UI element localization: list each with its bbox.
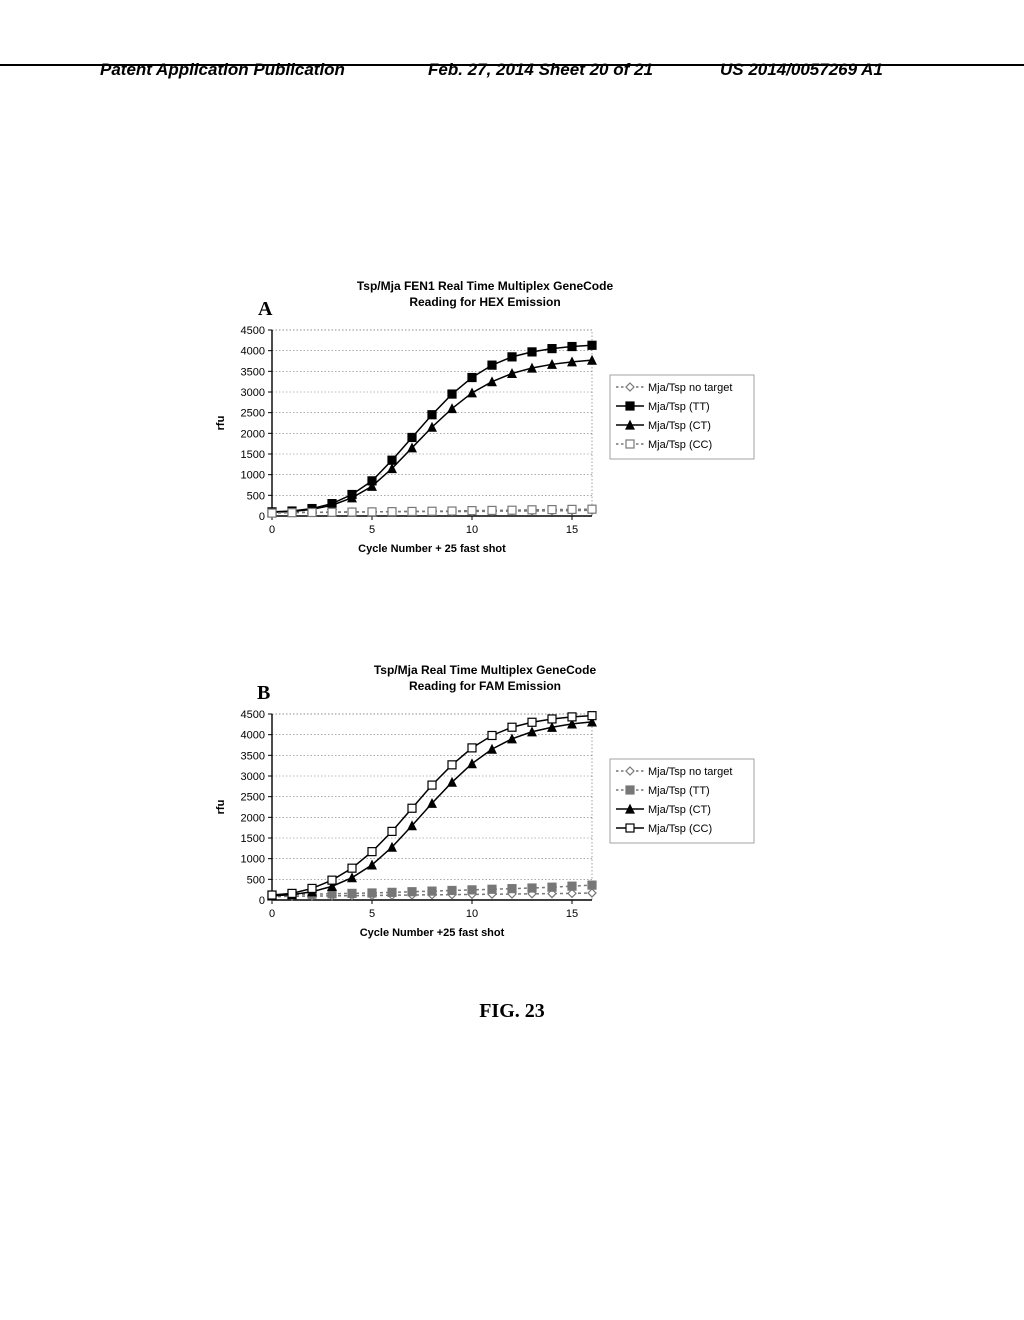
header-left: Patent Application Publication [100, 60, 345, 80]
panel-a-title: Tsp/Mja FEN1 Real Time Multiplex GeneCod… [320, 279, 650, 310]
svg-text:Mja/Tsp (CC): Mja/Tsp (CC) [648, 823, 712, 835]
svg-text:4000: 4000 [241, 730, 265, 742]
header-mid: Feb. 27, 2014 Sheet 20 of 21 [428, 60, 653, 80]
panel-b-label: B [257, 682, 270, 705]
svg-text:1500: 1500 [241, 449, 265, 461]
svg-text:4000: 4000 [241, 346, 265, 358]
svg-text:15: 15 [566, 908, 578, 920]
svg-text:2000: 2000 [241, 428, 265, 440]
panel-b-title: Tsp/Mja Real Time Multiplex GeneCodeRead… [320, 663, 650, 694]
svg-text:1500: 1500 [241, 833, 265, 845]
svg-text:1000: 1000 [241, 854, 265, 866]
svg-text:Mja/Tsp (CT): Mja/Tsp (CT) [648, 804, 711, 816]
svg-text:rfu: rfu [215, 800, 227, 815]
svg-text:10: 10 [466, 524, 478, 536]
page-header: Patent Application Publication Feb. 27, … [0, 60, 1024, 66]
svg-text:Mja/Tsp (CT): Mja/Tsp (CT) [648, 420, 711, 432]
svg-text:0: 0 [269, 524, 275, 536]
svg-text:2000: 2000 [241, 812, 265, 824]
svg-text:Mja/Tsp no target: Mja/Tsp no target [648, 382, 732, 394]
svg-text:3500: 3500 [241, 750, 265, 762]
svg-text:500: 500 [247, 874, 265, 886]
svg-text:10: 10 [466, 908, 478, 920]
svg-text:rfu: rfu [215, 416, 227, 431]
figure-caption: FIG. 23 [0, 1000, 1024, 1023]
svg-text:5: 5 [369, 524, 375, 536]
panel-a-chart: 0 500 1000 1500 2000 2500 3000 3500 4000 4500 0 5 10… [210, 322, 770, 587]
svg-text:3500: 3500 [241, 366, 265, 378]
svg-text:1000: 1000 [241, 470, 265, 482]
svg-text:15: 15 [566, 524, 578, 536]
panel-b-chart: 0 500 1000 1500 2000 2500 3000 3500 4000 4500 0 5 10… [210, 706, 770, 971]
svg-text:4500: 4500 [241, 709, 265, 721]
svg-text:3000: 3000 [241, 771, 265, 783]
svg-text:3000: 3000 [241, 387, 265, 399]
svg-text:Mja/Tsp (TT): Mja/Tsp (TT) [648, 785, 710, 797]
svg-text:Cycle Number + 25 fast shot: Cycle Number + 25 fast shot [358, 543, 506, 555]
svg-text:2500: 2500 [241, 408, 265, 420]
svg-text:Cycle Number +25 fast shot: Cycle Number +25 fast shot [360, 927, 505, 939]
svg-text:Mja/Tsp (TT): Mja/Tsp (TT) [648, 401, 710, 413]
svg-text:4500: 4500 [241, 325, 265, 337]
svg-text:0: 0 [259, 895, 265, 907]
svg-text:500: 500 [247, 490, 265, 502]
header-right: US 2014/0057269 A1 [720, 60, 883, 80]
svg-text:0: 0 [259, 511, 265, 523]
svg-text:2500: 2500 [241, 792, 265, 804]
svg-text:Mja/Tsp no target: Mja/Tsp no target [648, 766, 732, 778]
svg-text:0: 0 [269, 908, 275, 920]
panel-a-label: A [258, 298, 272, 321]
svg-text:5: 5 [369, 908, 375, 920]
svg-text:Mja/Tsp (CC): Mja/Tsp (CC) [648, 439, 712, 451]
